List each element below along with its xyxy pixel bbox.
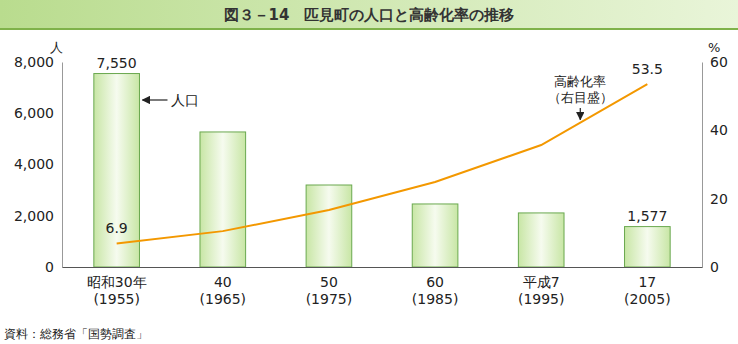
- data-label: 53.5: [632, 61, 663, 77]
- title-band: [0, 0, 738, 28]
- y-tick: 8,000: [14, 54, 62, 70]
- bar: [625, 227, 671, 267]
- y-tick-label: 2,000: [14, 208, 54, 224]
- data-labels: 7,550 1,577 6.9 53.5: [93, 54, 672, 237]
- x-tick-label: 50(1975): [306, 274, 353, 308]
- x-axis: 昭和30年(1955) 40(1965) 50(1975) 60(1985) 平成7(1…: [63, 267, 703, 307]
- y-tick-label: 0: [45, 259, 54, 275]
- y-tick: 4,000: [14, 156, 62, 172]
- y2-tick: 20: [702, 191, 728, 207]
- annotation: （右目盛）: [548, 90, 613, 105]
- y2-tick: 0: [702, 259, 719, 275]
- x-tick-label: 60(1985): [412, 274, 459, 308]
- bar: [412, 204, 458, 267]
- x-tick: 平成7(1995): [518, 267, 565, 307]
- y-axis-title: 人: [50, 40, 63, 55]
- annotations: 人口 高齢化率（右目盛）: [142, 74, 612, 120]
- y-tick: 6,000: [14, 105, 62, 121]
- chart-root: 図３－14 匹見町の人口と高齢化率の推移 0 2,000 4,000 6,000 8,00…: [0, 0, 738, 344]
- bar: [94, 74, 140, 267]
- data-label-bg: [623, 207, 671, 224]
- y-axis: 0 2,000 4,000 6,000 8,000: [14, 54, 63, 275]
- x-tick: 17(2005): [624, 267, 671, 307]
- data-label: 7,550: [97, 55, 137, 71]
- x-tick-label: 40(1965): [200, 274, 247, 308]
- title-rule: [0, 28, 738, 30]
- x-tick: 昭和30年(1955): [87, 267, 147, 307]
- y2-axis-title: %: [708, 40, 720, 55]
- series-label: 人口: [171, 92, 199, 108]
- y2-tick-label: 60: [710, 54, 728, 70]
- bar: [306, 185, 352, 267]
- annotation-arrow: [580, 108, 581, 120]
- plot-area: [94, 74, 670, 267]
- x-tick-label: 昭和30年(1955): [87, 274, 147, 308]
- x-tick-label: 17(2005): [624, 274, 671, 308]
- y2-tick-label: 20: [710, 191, 728, 207]
- y-tick: 2,000: [14, 208, 62, 224]
- y2-axis-line: [702, 63, 703, 268]
- y2-tick: 40: [702, 122, 728, 138]
- y2-tick-label: 0: [710, 259, 719, 275]
- series-label: 高齢化率: [554, 74, 606, 89]
- y-tick-label: 4,000: [14, 156, 54, 172]
- y2-tick: 60: [702, 54, 728, 70]
- x-tick: 60(1985): [412, 267, 459, 307]
- x-axis-line: [63, 267, 703, 268]
- bar: [200, 132, 246, 267]
- x-tick: 50(1975): [306, 267, 353, 307]
- y-axis-line: [62, 63, 63, 268]
- x-tick-label: 平成7(1995): [518, 274, 565, 308]
- chart-svg: 図３－14 匹見町の人口と高齢化率の推移 0 2,000 4,000 6,000 8,00…: [0, 0, 738, 344]
- data-label: 1,577: [627, 208, 667, 224]
- line: [117, 84, 648, 243]
- annotation-arrow: [142, 99, 167, 100]
- y2-tick-label: 40: [710, 122, 728, 138]
- y2-axis: 0 20 40 60: [702, 54, 728, 275]
- bar: [518, 213, 564, 267]
- source-note: 資料：総務省「国勢調査」: [4, 327, 148, 341]
- data-label: 6.9: [106, 220, 128, 236]
- data-label-bg: [93, 54, 141, 71]
- chart-title: 図３－14 匹見町の人口と高齢化率の推移: [224, 6, 515, 24]
- x-tick: 40(1965): [200, 267, 247, 307]
- y-tick: 0: [45, 259, 62, 275]
- y-tick-label: 8,000: [14, 54, 54, 70]
- y-tick-label: 6,000: [14, 105, 54, 121]
